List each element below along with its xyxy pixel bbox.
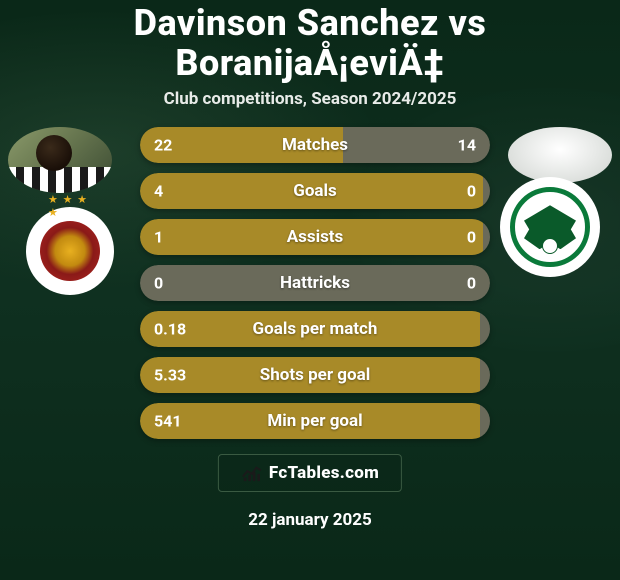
- bar-fill-right: [480, 403, 491, 439]
- stat-value-left: 0: [154, 274, 163, 293]
- stat-value-left: 0.18: [154, 320, 186, 339]
- page-title: Davinson Sanchez vs BoranijaÅ¡eviÄ‡: [0, 4, 620, 83]
- stat-label: Hattricks: [280, 273, 350, 293]
- bar-fill-right: [480, 357, 491, 393]
- stat-label: Min per goal: [267, 411, 362, 431]
- subtitle: Club competitions, Season 2024/2025: [164, 89, 457, 109]
- stat-bars: 22 14 Matches 4 0 Goals 1 0 Assists 0 0 Hattricks 0.…: [140, 127, 490, 439]
- brand-badge: FcTables.com: [218, 454, 402, 492]
- player-right-avatar: [508, 127, 612, 183]
- stat-bar: 5.33 Shots per goal: [140, 357, 490, 393]
- club-badge-right: [500, 177, 600, 277]
- stat-bar: 0.18 Goals per match: [140, 311, 490, 347]
- stat-bar: 22 14 Matches: [140, 127, 490, 163]
- stat-bar: 1 0 Assists: [140, 219, 490, 255]
- date-text: 22 january 2025: [248, 510, 372, 530]
- stat-value-right: 0: [467, 228, 476, 247]
- stat-value-right: 0: [467, 274, 476, 293]
- club-badge-left: ★ ★ ★ ★: [26, 207, 114, 295]
- bar-fill-right: [483, 173, 490, 209]
- stat-value-left: 1: [154, 228, 163, 247]
- stat-value-left: 4: [154, 182, 163, 201]
- bar-fill-right: [480, 311, 491, 347]
- stat-value-left: 541: [154, 412, 182, 431]
- stat-bar: 0 0 Hattricks: [140, 265, 490, 301]
- stat-bar: 541 Min per goal: [140, 403, 490, 439]
- stat-label: Matches: [282, 135, 348, 155]
- stat-value-right: 0: [467, 182, 476, 201]
- stat-value-left: 22: [154, 136, 172, 155]
- stat-bar: 4 0 Goals: [140, 173, 490, 209]
- brand-text: FcTables.com: [269, 463, 379, 483]
- stat-label: Shots per goal: [260, 365, 370, 385]
- stat-label: Assists: [287, 227, 344, 247]
- stat-value-left: 5.33: [154, 366, 186, 385]
- chart-icon: [241, 464, 263, 482]
- player-left-avatar: [8, 127, 112, 193]
- bar-fill-right: [483, 219, 490, 255]
- stat-label: Goals per match: [253, 319, 378, 339]
- stat-value-right: 14: [458, 136, 476, 155]
- stat-label: Goals: [293, 181, 337, 201]
- comparison-card: Davinson Sanchez vs BoranijaÅ¡eviÄ‡ Club…: [0, 0, 620, 580]
